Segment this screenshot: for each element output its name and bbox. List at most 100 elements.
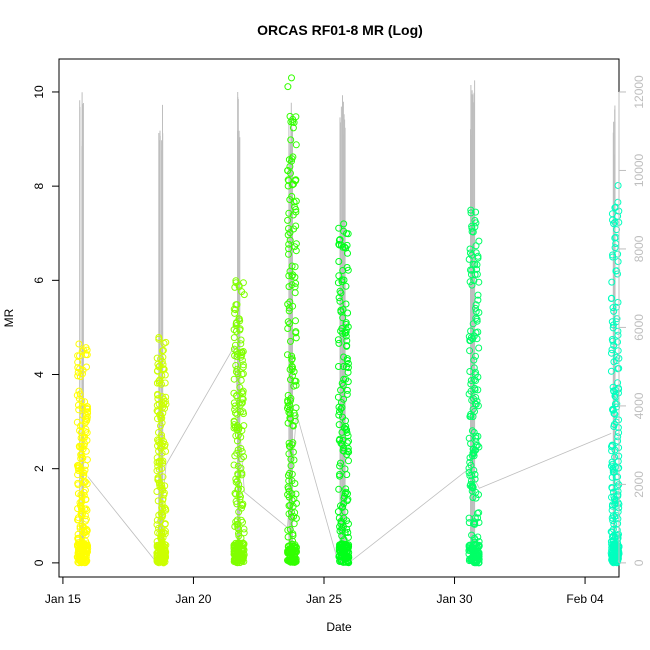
data-point bbox=[290, 409, 298, 417]
data-point bbox=[607, 295, 615, 302]
data-point bbox=[470, 376, 478, 384]
data-point bbox=[83, 403, 91, 410]
data-point bbox=[607, 367, 615, 375]
y-tick-label: 0 bbox=[32, 559, 46, 566]
data-point bbox=[235, 481, 243, 488]
data-point bbox=[288, 262, 296, 270]
data-point bbox=[471, 217, 479, 224]
data-point bbox=[344, 309, 352, 317]
data-point bbox=[337, 405, 345, 413]
data-point bbox=[291, 203, 298, 211]
data-point bbox=[608, 473, 616, 481]
data-point bbox=[340, 227, 348, 235]
data-point bbox=[232, 277, 240, 285]
flight-series bbox=[465, 206, 483, 567]
data-point bbox=[230, 543, 238, 551]
data-point bbox=[239, 279, 247, 287]
data-point bbox=[472, 301, 480, 309]
data-point bbox=[614, 437, 622, 445]
data-point bbox=[473, 270, 481, 278]
data-point bbox=[343, 497, 351, 505]
data-point bbox=[285, 487, 293, 495]
data-point bbox=[614, 258, 622, 266]
data-point bbox=[239, 500, 247, 508]
data-point bbox=[155, 429, 162, 436]
data-point bbox=[153, 454, 161, 462]
x-axis-label: Date bbox=[326, 620, 352, 634]
data-point bbox=[465, 434, 473, 442]
data-point bbox=[335, 224, 343, 232]
data-point bbox=[468, 487, 476, 495]
data-point bbox=[289, 271, 297, 279]
data-point bbox=[343, 357, 351, 364]
data-point bbox=[287, 394, 295, 402]
data-point bbox=[161, 520, 169, 528]
x-tick-label: Jan 15 bbox=[45, 592, 81, 606]
data-point bbox=[235, 426, 243, 434]
data-point bbox=[74, 481, 82, 489]
data-point bbox=[76, 373, 84, 381]
data-point bbox=[470, 332, 478, 340]
data-point bbox=[155, 479, 163, 487]
data-point bbox=[343, 264, 351, 271]
data-point bbox=[292, 208, 300, 216]
data-point bbox=[614, 270, 621, 278]
y-axis-right: 0 2000 4000 6000 8000 10000 12000 bbox=[618, 75, 646, 566]
data-point bbox=[82, 462, 89, 469]
data-point bbox=[285, 245, 293, 253]
data-point bbox=[475, 509, 483, 517]
data-point bbox=[335, 485, 343, 493]
data-point bbox=[466, 249, 474, 257]
data-point bbox=[158, 528, 166, 536]
data-point bbox=[340, 276, 348, 284]
data-point bbox=[471, 386, 479, 394]
data-point bbox=[614, 298, 622, 306]
data-point bbox=[234, 350, 242, 358]
data-point bbox=[230, 375, 238, 383]
data-point bbox=[284, 351, 291, 359]
data-point bbox=[340, 363, 347, 370]
data-point bbox=[235, 530, 242, 538]
data-point bbox=[236, 383, 244, 391]
data-point bbox=[290, 456, 298, 464]
data-point bbox=[284, 83, 292, 91]
y-right-tick-label: 2000 bbox=[632, 471, 646, 498]
data-point bbox=[608, 506, 616, 514]
data-point bbox=[288, 513, 296, 521]
data-point bbox=[608, 484, 616, 491]
data-point bbox=[238, 370, 246, 378]
data-point bbox=[286, 551, 294, 559]
data-point bbox=[343, 390, 351, 398]
data-point bbox=[233, 365, 241, 373]
data-point bbox=[286, 163, 294, 170]
data-point bbox=[285, 442, 293, 450]
y-right-tick-label: 6000 bbox=[632, 314, 646, 341]
data-point bbox=[238, 351, 246, 359]
data-point bbox=[288, 540, 296, 548]
flight-series bbox=[334, 220, 353, 567]
data-point bbox=[342, 282, 350, 290]
data-point bbox=[287, 136, 295, 144]
data-point bbox=[160, 400, 168, 408]
data-point bbox=[289, 115, 297, 123]
data-point bbox=[286, 229, 294, 237]
data-point bbox=[160, 437, 167, 445]
data-point bbox=[335, 258, 343, 265]
data-point bbox=[337, 308, 345, 316]
data-point bbox=[288, 272, 296, 280]
data-point bbox=[238, 471, 246, 479]
data-point bbox=[472, 242, 480, 250]
data-point bbox=[469, 413, 477, 421]
data-point bbox=[161, 482, 169, 490]
data-point bbox=[233, 477, 241, 485]
data-point bbox=[471, 471, 479, 478]
data-point bbox=[345, 457, 352, 465]
y-tick-label: 4 bbox=[32, 371, 46, 378]
data-point bbox=[339, 548, 347, 556]
data-point bbox=[474, 514, 482, 522]
data-point bbox=[285, 156, 293, 164]
data-point bbox=[285, 304, 293, 312]
data-point bbox=[475, 278, 483, 286]
data-point bbox=[284, 167, 292, 175]
